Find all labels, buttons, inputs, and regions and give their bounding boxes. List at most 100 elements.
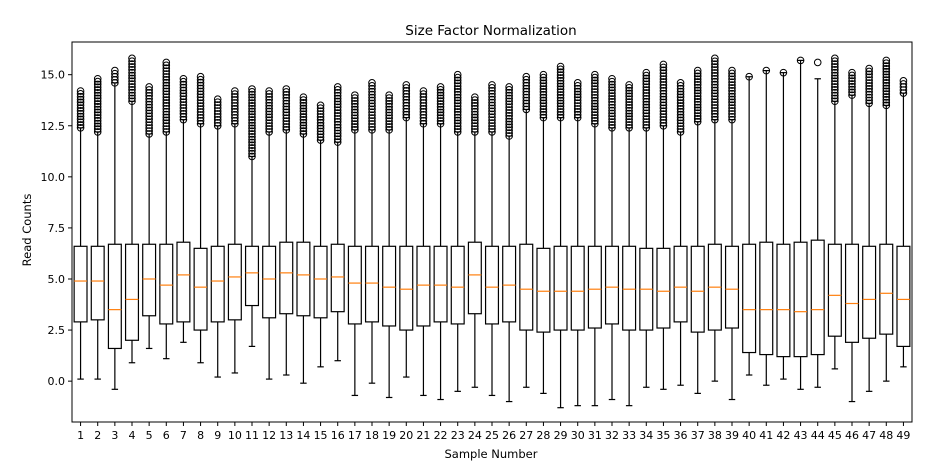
outlier-point xyxy=(642,106,651,115)
outlier-point xyxy=(282,114,291,122)
outlier-point xyxy=(248,132,256,141)
fliers xyxy=(762,66,771,75)
outlier-point xyxy=(573,108,582,116)
iqr-box xyxy=(742,243,757,354)
outlier-point xyxy=(179,80,188,89)
outlier-point xyxy=(471,104,479,113)
box-sample-23 xyxy=(450,70,465,392)
outlier-point xyxy=(608,109,616,118)
outlier-point xyxy=(625,83,633,92)
fliers xyxy=(248,85,256,161)
outlier-point xyxy=(145,97,153,106)
outlier-point xyxy=(608,121,616,129)
outlier-point xyxy=(676,119,685,128)
outlier-point xyxy=(145,86,153,94)
outlier-point xyxy=(848,82,856,91)
outlier-point xyxy=(711,112,719,121)
outlier-point xyxy=(436,105,445,114)
outlier-point xyxy=(642,80,651,89)
outlier-point xyxy=(368,114,376,122)
outlier-point xyxy=(556,113,565,122)
outlier-point xyxy=(728,84,736,92)
outlier-point xyxy=(591,79,599,88)
outlier-point xyxy=(848,80,856,88)
outlier-point xyxy=(848,71,856,80)
outlier-point xyxy=(728,72,736,81)
iqr-box xyxy=(364,245,380,323)
outlier-point xyxy=(385,114,393,123)
axes: 0.02.55.07.510.012.515.01 2 3 4 5 6 7 8 9 10 11 12 1… xyxy=(41,41,913,442)
outlier-point xyxy=(608,80,616,89)
outlier-point xyxy=(93,116,102,125)
fliers xyxy=(676,79,685,136)
outlier-point xyxy=(505,129,513,137)
iqr-box xyxy=(656,247,671,329)
box-sample-38 xyxy=(707,54,722,382)
outlier-point xyxy=(642,100,651,109)
iqr-box xyxy=(879,243,894,335)
outlier-point xyxy=(471,93,479,101)
outlier-point xyxy=(642,68,651,77)
outlier-point xyxy=(76,109,85,118)
outlier-point xyxy=(693,115,702,123)
outlier-point xyxy=(625,95,633,104)
outlier-point xyxy=(693,66,702,75)
iqr-box xyxy=(90,245,105,321)
outlier-point xyxy=(676,87,685,96)
outlier-point xyxy=(351,108,359,117)
outlier-point xyxy=(93,86,102,94)
fliers xyxy=(265,87,273,136)
outlier-point xyxy=(505,109,513,117)
outlier-point xyxy=(573,93,582,102)
outlier-point xyxy=(299,118,308,127)
x-tick-label: 34 xyxy=(639,429,653,442)
outlier-point xyxy=(831,57,839,66)
outlier-point xyxy=(128,77,136,86)
iqr-box xyxy=(330,243,345,313)
outlier-point xyxy=(676,128,685,136)
x-tick-label: 41 xyxy=(759,429,773,442)
outlier-point xyxy=(591,91,599,99)
x-tick-label: 14 xyxy=(296,429,310,442)
fliers xyxy=(93,74,102,136)
outlier-point xyxy=(488,81,496,89)
outlier-point xyxy=(728,107,736,115)
outlier-point xyxy=(196,81,205,90)
x-tick-label: 39 xyxy=(725,429,739,442)
y-tick-label: 2.5 xyxy=(48,324,66,337)
outlier-point xyxy=(676,79,685,87)
x-tick-label: 17 xyxy=(348,429,362,442)
iqr-box xyxy=(313,245,328,319)
outlier-point xyxy=(162,107,171,116)
outlier-point xyxy=(316,101,325,110)
outlier-point xyxy=(659,104,668,113)
outlier-point xyxy=(179,115,188,124)
outlier-point xyxy=(642,89,651,97)
outlier-point xyxy=(385,94,393,102)
outlier-point xyxy=(471,113,479,122)
outlier-point xyxy=(93,100,102,108)
x-tick-label: 36 xyxy=(674,429,688,442)
fliers xyxy=(728,66,736,124)
fliers xyxy=(162,58,171,136)
outlier-point xyxy=(693,109,702,117)
outlier-point xyxy=(625,89,633,98)
outlier-point xyxy=(93,77,102,86)
outlier-point xyxy=(625,115,633,124)
outlier-point xyxy=(659,95,668,104)
outlier-point xyxy=(676,113,685,122)
outlier-point xyxy=(248,85,256,93)
x-tick-label: 35 xyxy=(656,429,670,442)
outlier-point xyxy=(556,99,565,108)
outlier-point xyxy=(642,124,651,132)
outlier-point xyxy=(505,86,513,94)
outlier-point xyxy=(385,102,393,111)
outlier-point xyxy=(402,98,411,107)
box-sample-37 xyxy=(690,66,705,394)
outlier-point xyxy=(642,109,651,118)
outlier-point xyxy=(368,126,376,134)
box-sample-40 xyxy=(742,72,757,376)
fliers xyxy=(831,54,839,106)
outlier-point xyxy=(693,89,702,98)
outlier-point xyxy=(162,84,171,93)
